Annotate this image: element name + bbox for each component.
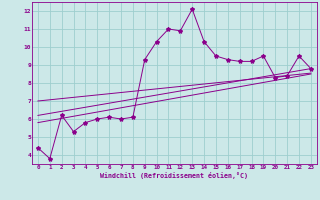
X-axis label: Windchill (Refroidissement éolien,°C): Windchill (Refroidissement éolien,°C) (100, 172, 248, 179)
